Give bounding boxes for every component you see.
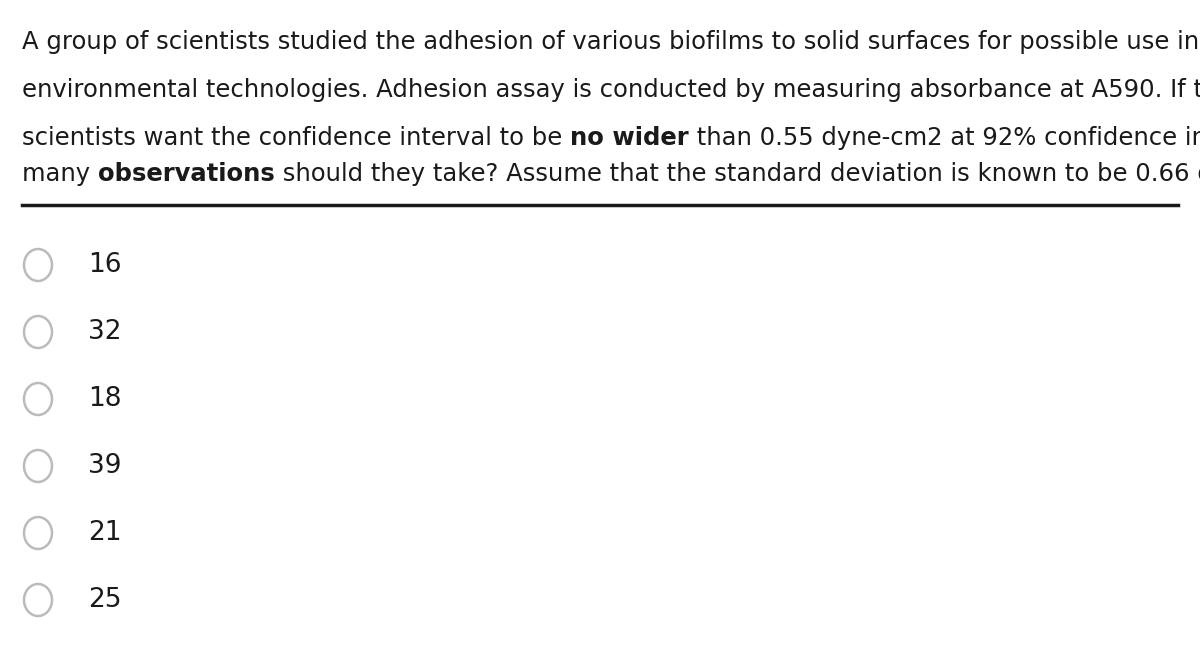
Text: observations: observations [98,162,275,186]
Text: 25: 25 [88,587,121,613]
Text: 21: 21 [88,520,121,546]
Text: environmental technologies. Adhesion assay is conducted by measuring absorbance : environmental technologies. Adhesion ass… [22,78,1200,102]
Text: A group of scientists studied the adhesion of various biofilms to solid surfaces: A group of scientists studied the adhesi… [22,30,1199,54]
Text: 39: 39 [88,453,121,479]
Text: 18: 18 [88,386,121,412]
Text: than 0.55 dyne-cm2 at 92% confidence interval, how: than 0.55 dyne-cm2 at 92% confidence int… [689,126,1200,150]
Text: 16: 16 [88,252,121,278]
Text: 32: 32 [88,319,121,345]
Text: should they take? Assume that the standard deviation is known to be 0.66 dyne-cm: should they take? Assume that the standa… [275,162,1200,186]
Text: no wider: no wider [570,126,689,150]
Text: many: many [22,162,98,186]
Text: scientists want the confidence interval to be: scientists want the confidence interval … [22,126,570,150]
